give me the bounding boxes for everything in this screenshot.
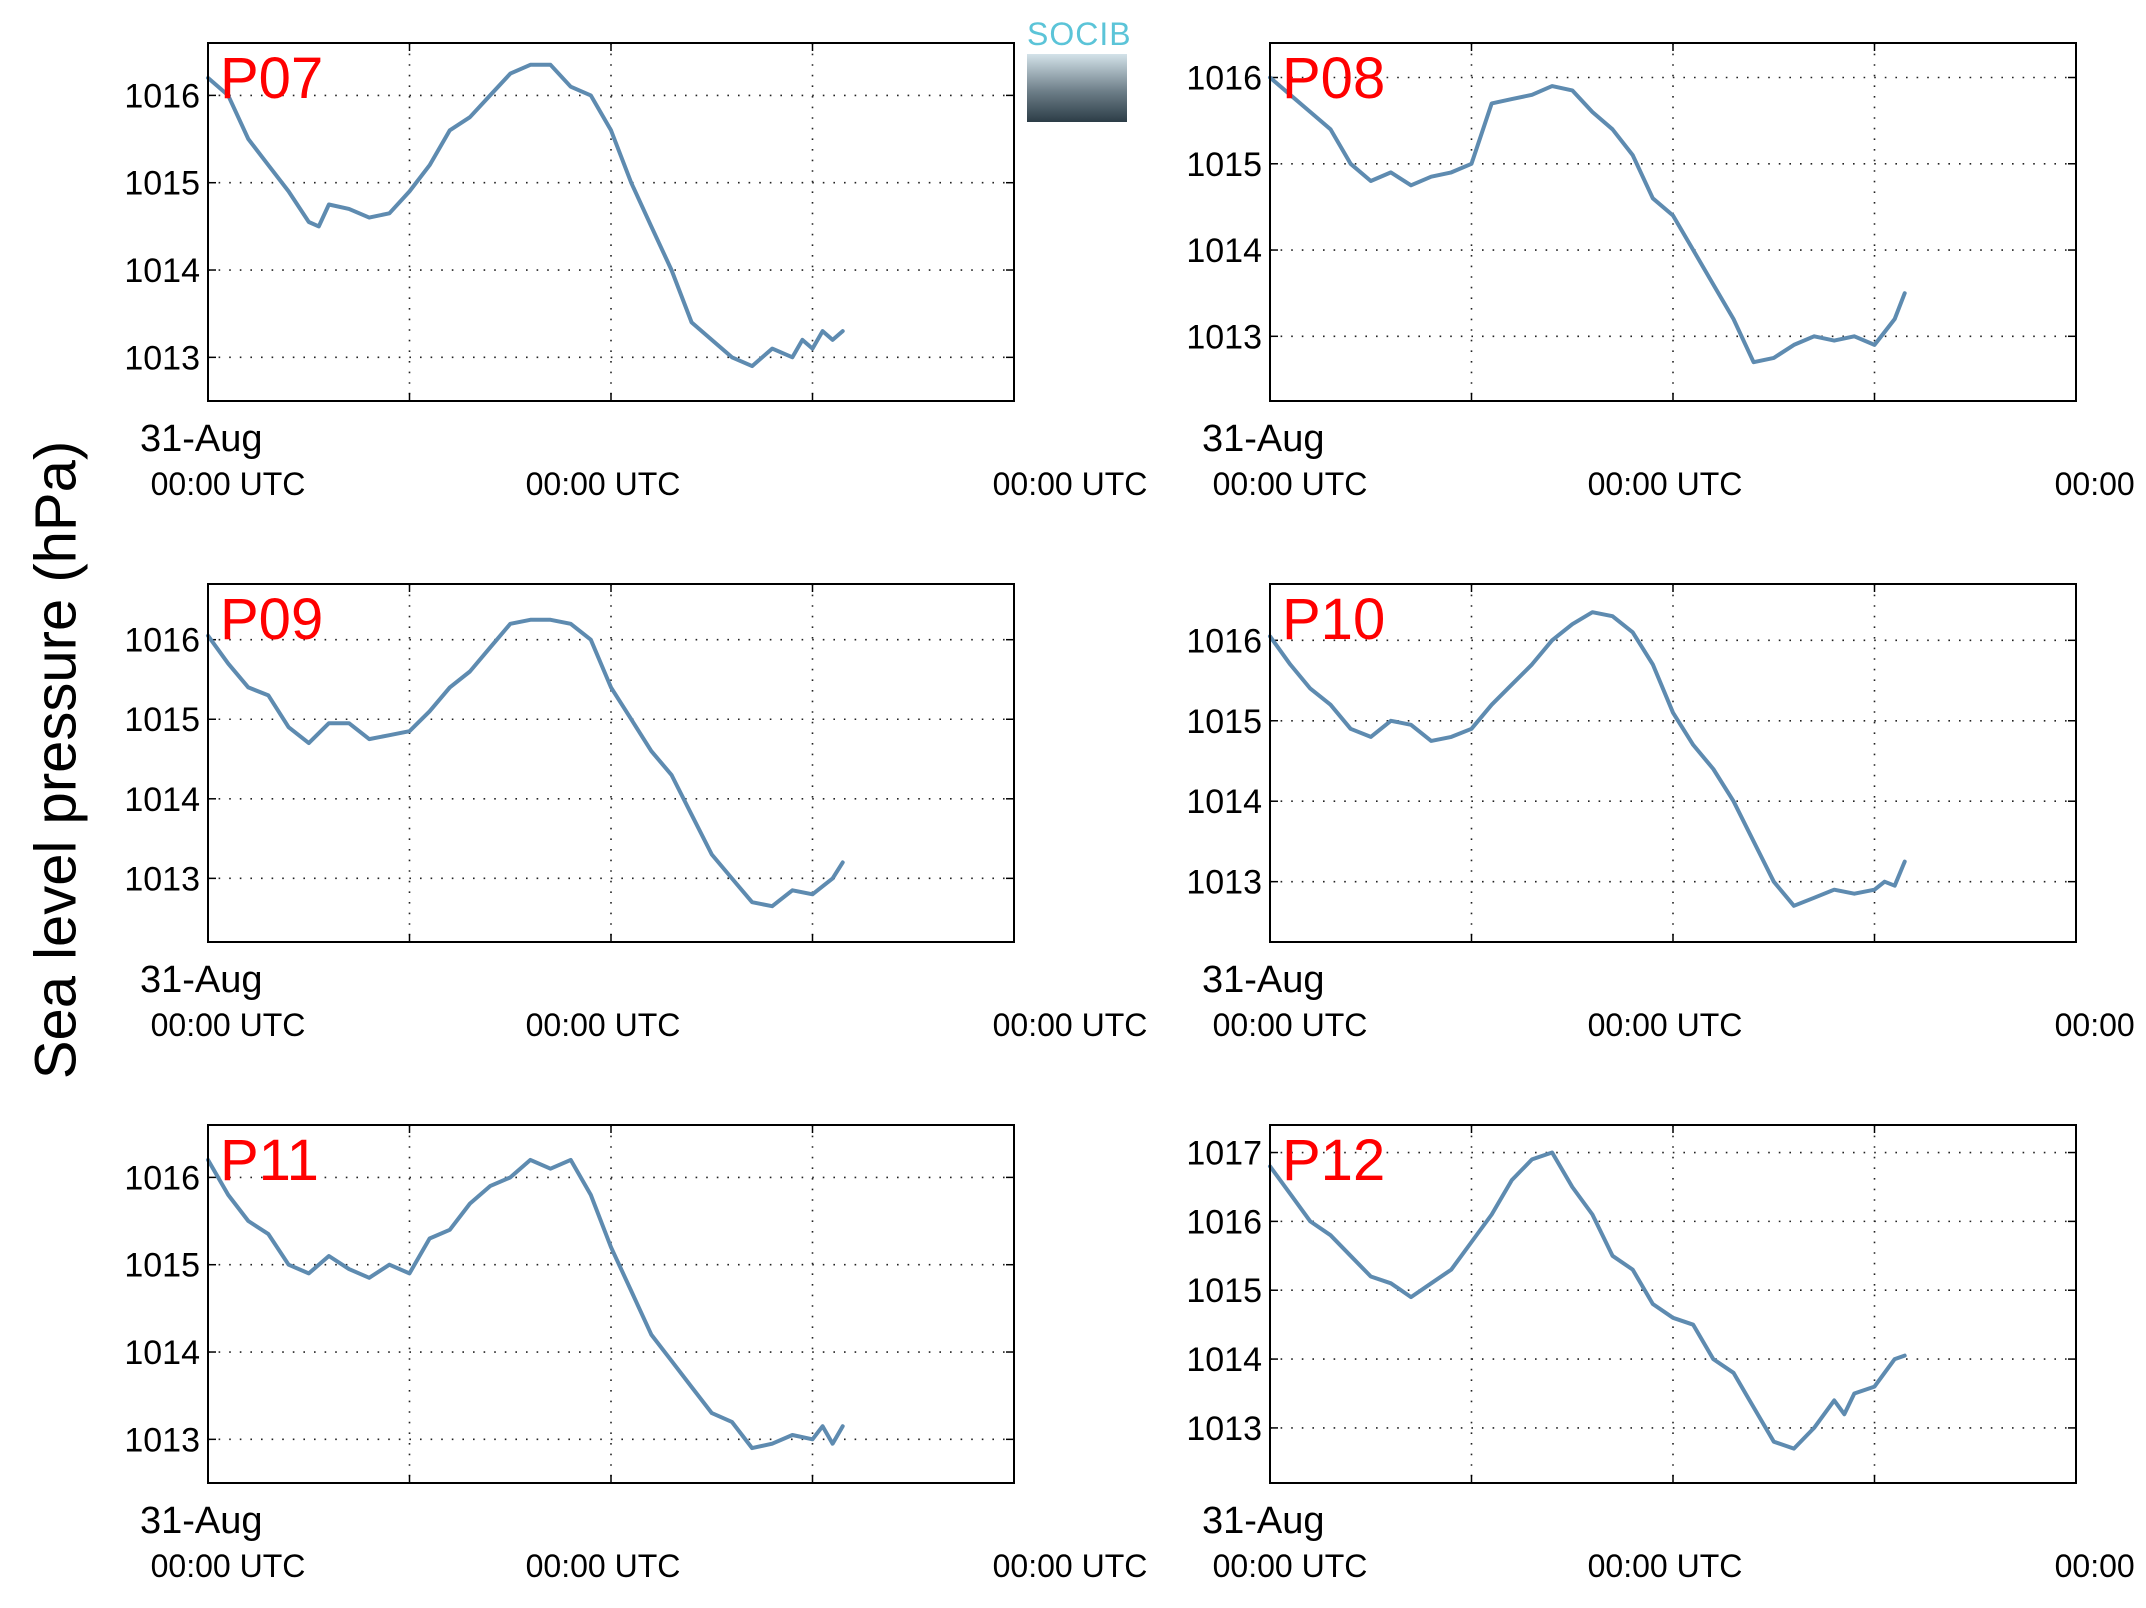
series-line — [1268, 610, 1907, 908]
panel-label: P09 — [220, 587, 323, 652]
y-tick-label: 1016 — [124, 1159, 200, 1197]
plot-frame — [207, 1124, 1015, 1484]
plot-frame — [1269, 1124, 2077, 1484]
x-tick-label: 00:00 UTC — [2055, 1007, 2146, 1043]
chart-panel-p07: 1013 1014 1015 1016 P07 31-Aug 00:00 UTC 00:00 … — [124, 42, 1148, 502]
y-tick-label: 1014 — [124, 252, 200, 290]
y-tick-label: 1015 — [124, 165, 200, 203]
socib-logo: SOCIB — [1027, 16, 1132, 122]
x-tick-label: 00:00 UTC — [1588, 1007, 1743, 1043]
x-tick-label: 00:00 UTC — [2055, 1548, 2146, 1584]
x-tick-label: 00:00 UTC — [993, 466, 1148, 502]
x-tick-label: 00:00 UTC — [526, 1007, 681, 1043]
y-tick-label: 1015 — [124, 1247, 200, 1285]
y-tick-label: 1014 — [1186, 1341, 1262, 1379]
x-tick-label: 00:00 UTC — [151, 1548, 306, 1584]
x-date-label: 31-Aug — [1202, 418, 1325, 460]
x-tick-label: 00:00 UTC — [151, 1007, 306, 1043]
x-tick-label: 00:00 UTC — [1213, 1007, 1368, 1043]
x-tick-label: 00:00 UTC — [151, 466, 306, 502]
series-line — [1268, 75, 1907, 365]
x-tick-label: 00:00 UTC — [993, 1548, 1148, 1584]
series-line — [206, 617, 845, 909]
chart-panel-p12: 1013 1014 1015 1016 1017 P12 31-Aug 00:00 UTC 00… — [1186, 1124, 2146, 1584]
x-date-label: 31-Aug — [140, 418, 263, 460]
chart-panel-p11: 1013 1014 1015 1016 P11 31-Aug 00:00 UTC 00:00 … — [124, 1124, 1148, 1584]
series-line — [1268, 1150, 1907, 1451]
x-date-label: 31-Aug — [1202, 1500, 1325, 1542]
logo-graphic — [1027, 54, 1127, 122]
x-date-label: 31-Aug — [140, 1500, 263, 1542]
panel-label: P08 — [1282, 46, 1385, 111]
logo-text: SOCIB — [1027, 16, 1132, 52]
y-tick-label: 1013 — [1186, 864, 1262, 902]
y-tick-label: 1014 — [124, 781, 200, 819]
x-tick-label: 00:00 UTC — [1588, 1548, 1743, 1584]
series-line — [206, 62, 845, 369]
plot-frame — [1269, 42, 2077, 402]
y-tick-label: 1013 — [1186, 1410, 1262, 1448]
y-tick-label: 1016 — [1186, 622, 1262, 660]
y-tick-label: 1014 — [124, 1334, 200, 1372]
y-tick-label: 1013 — [124, 1421, 200, 1459]
y-tick-label: 1013 — [124, 339, 200, 377]
x-tick-label: 00:00 UTC — [1213, 466, 1368, 502]
y-tick-label: 1016 — [1186, 60, 1262, 98]
x-date-label: 31-Aug — [1202, 959, 1325, 1001]
plot-frame — [1269, 583, 2077, 943]
panel-label: P10 — [1282, 587, 1385, 652]
x-tick-label: 00:00 UTC — [1588, 466, 1743, 502]
y-tick-label: 1015 — [124, 701, 200, 739]
y-tick-label: 1016 — [124, 77, 200, 115]
y-tick-label: 1016 — [124, 622, 200, 660]
panel-label: P07 — [220, 46, 323, 111]
y-tick-label: 1015 — [1186, 703, 1262, 741]
y-tick-label: 1017 — [1186, 1135, 1262, 1173]
panel-label: P11 — [220, 1128, 319, 1193]
x-tick-label: 00:00 UTC — [2055, 466, 2146, 502]
panel-label: P12 — [1282, 1128, 1385, 1193]
y-tick-label: 1016 — [1186, 1203, 1262, 1241]
y-tick-label: 1015 — [1186, 146, 1262, 184]
chart-panel-p08: 1013 1014 1015 1016 P08 31-Aug 00:00 UTC 00:00 … — [1186, 42, 2146, 502]
series-line — [206, 1157, 845, 1451]
y-tick-label: 1014 — [1186, 232, 1262, 270]
x-tick-label: 00:00 UTC — [1213, 1548, 1368, 1584]
y-tick-label: 1013 — [1186, 318, 1262, 356]
chart-panel-p10: 1013 1014 1015 1016 P10 31-Aug 00:00 UTC 00:00 … — [1186, 583, 2146, 1043]
x-tick-label: 00:00 UTC — [526, 1548, 681, 1584]
y-tick-label: 1015 — [1186, 1272, 1262, 1310]
plot-frame — [207, 42, 1015, 402]
y-tick-label: 1013 — [124, 860, 200, 898]
x-tick-label: 00:00 UTC — [526, 466, 681, 502]
chart-panel-p09: 1013 1014 1015 1016 P09 31-Aug 00:00 UTC 00:00 … — [124, 583, 1148, 1043]
x-date-label: 31-Aug — [140, 959, 263, 1001]
y-tick-label: 1014 — [1186, 783, 1262, 821]
x-tick-label: 00:00 UTC — [993, 1007, 1148, 1043]
plot-frame — [207, 583, 1015, 943]
